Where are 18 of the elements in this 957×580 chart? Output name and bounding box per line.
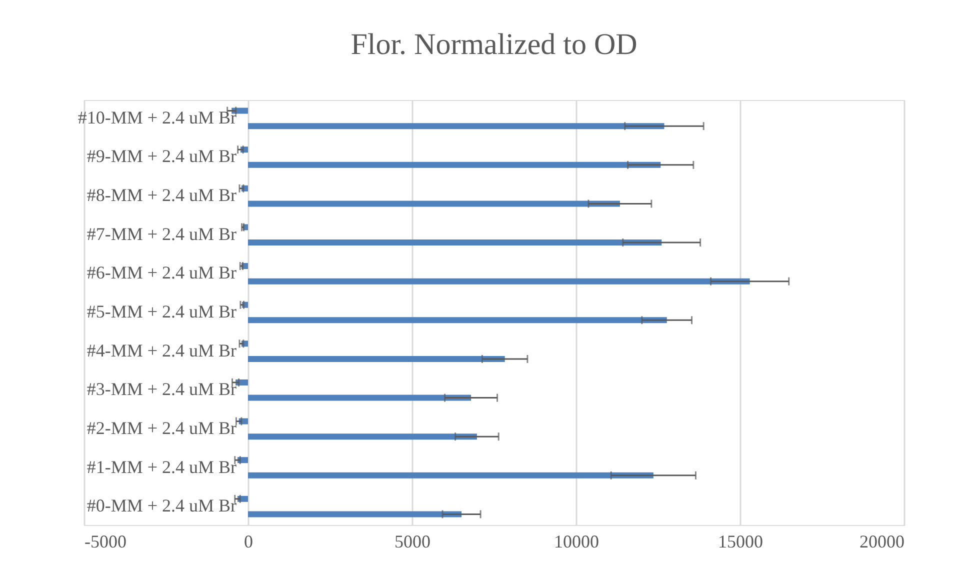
chart-title: Flor. Normalized to OD [350,28,638,61]
y-tick-label: #10-MM + 2.4 uM Br [78,107,236,128]
x-tick-label: 5000 [394,532,430,552]
x-tick-label: 15000 [718,532,763,552]
y-tick-label: #5-MM + 2.4 uM Br [86,302,236,322]
y-tick-label: #0-MM + 2.4 uM Br [86,496,236,516]
x-tick-label: 10000 [554,532,599,552]
x-tick-label: -5000 [84,532,126,552]
y-tick-label: #8-MM + 2.4 uM Br [86,185,236,206]
y-tick-label: #9-MM + 2.4 uM Br [86,146,236,166]
y-tick-label: #4-MM + 2.4 uM Br [86,340,236,360]
y-tick-label: #1-MM + 2.4 uM Br [86,456,236,477]
x-tick-label: 0 [244,532,253,552]
y-tick-label: #2-MM + 2.4 uM Br [86,418,236,438]
y-tick-label: #6-MM + 2.4 uM Br [86,262,236,283]
y-tick-label: #7-MM + 2.4 uM Br [86,224,236,244]
x-tick-label: 20000 [860,532,904,552]
y-tick-label: #3-MM + 2.4 uM Br [86,379,236,400]
